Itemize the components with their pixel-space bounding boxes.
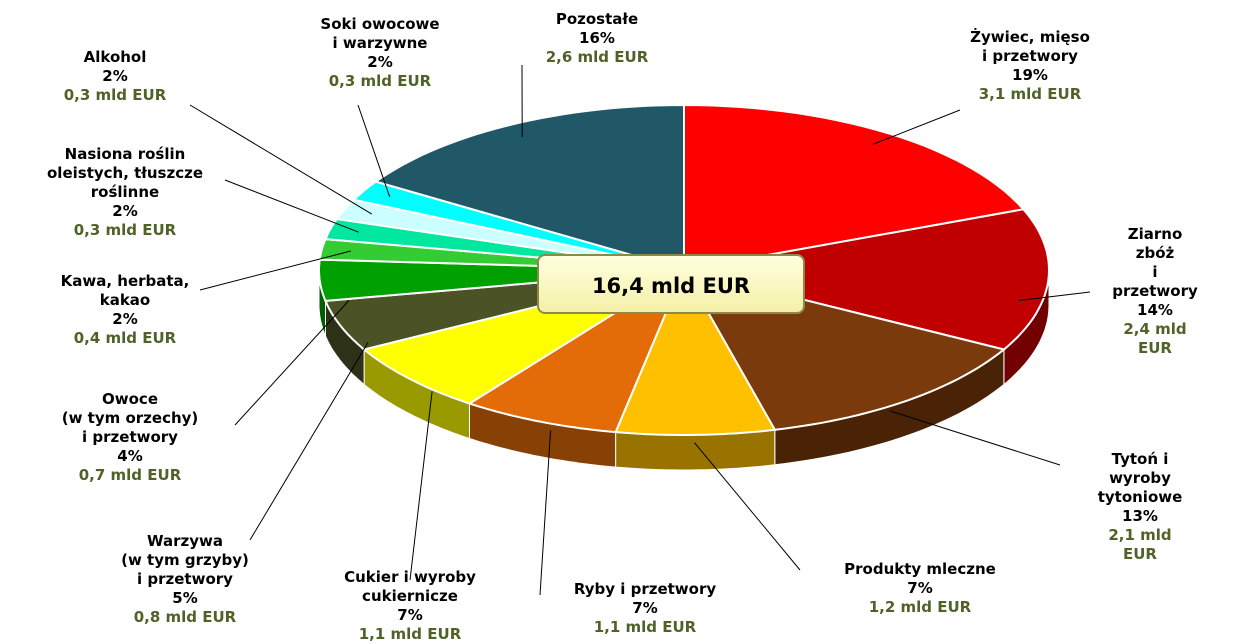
category-label: Żywiec, mięso i przetwory [970,28,1090,65]
amount-label: 0,8 mld EUR [133,608,237,626]
amount-label: 3,1 mld EUR [978,85,1082,103]
percent-label: 14% [1137,301,1173,319]
data-label: Tytoń i wyroby tytoniowe 13% 2,1 mld EUR [1092,450,1189,564]
percent-label: 19% [1012,66,1048,84]
leader-line [234,300,350,426]
data-label: Ziarno zbóż i przetwory 14% 2,4 mld EUR [1112,225,1198,358]
category-label: Ryby i przetwory [573,580,717,598]
category-label: Kawa, herbata, kakao [60,272,190,309]
category-label: Owoce (w tym orzechy) i przetwory [61,390,199,446]
data-label: Alkohol 2% 0,3 mld EUR [64,48,167,105]
percent-label: 2% [102,67,128,85]
leader-line [224,179,359,233]
data-label: Soki owocowe i warzywne 2% 0,3 mld EUR [320,15,439,91]
leader-line [694,442,801,571]
amount-label: 0,4 mld EUR [73,329,177,347]
slice [683,103,1026,272]
amount-label: 1,1 mld EUR [593,618,697,636]
category-label: Warzywa (w tym grzyby) i przetwory [121,532,249,588]
percent-label: 2% [112,202,138,220]
data-label: Żywiec, mięso i przetwory 19% 3,1 mld EUR [970,28,1090,104]
category-label: Soki owocowe i warzywne [320,15,440,52]
category-label: Ziarno zbóż i przetwory [1112,225,1198,300]
leader-line [357,104,391,198]
leader-line [1019,291,1091,301]
slice [683,208,1051,351]
percent-label: 7% [632,599,658,617]
amount-label: 0,3 mld EUR [73,221,177,239]
data-label: Ryby i przetwory 7% 1,1 mld EUR [574,580,716,637]
total-label: 16,4 mld EUR [537,254,805,314]
leader-line [409,391,433,581]
leader-line [872,109,961,145]
data-label: Nasiona roślin oleistych, tłuszcze rośli… [47,145,203,240]
data-label: Cukier i wyroby cukiernicze 7% 1,1 mld EUR [344,568,476,644]
leader-line [539,430,552,596]
category-label: Produkty mleczne [844,560,996,578]
category-label: Tytoń i wyroby tytoniowe [1097,450,1183,506]
data-label: Warzywa (w tym grzyby) i przetwory 5% 0,8 … [121,532,249,627]
data-label: Pozostałe 16% 2,6 mld EUR [546,10,649,67]
percent-label: 5% [172,589,198,607]
amount-label: 1,1 mld EUR [358,625,462,643]
amount-label: 0,3 mld EUR [63,86,167,104]
category-label: Nasiona roślin oleistych, tłuszcze rośli… [47,145,203,201]
percent-label: 7% [907,579,933,597]
percent-label: 16% [579,29,615,47]
data-label: Produkty mleczne 7% 1,2 mld EUR [844,560,996,617]
leader-line [889,410,1061,466]
slice [351,180,685,271]
percent-label: 13% [1122,507,1158,525]
data-label: Owoce (w tym orzechy) i przetwory 4% 0,7 m… [62,390,199,485]
leader-line [249,342,369,541]
amount-label: 2,6 mld EUR [545,48,649,66]
amount-label: 2,4 mld EUR [1123,320,1187,357]
amount-label: 2,1 mld EUR [1108,526,1172,563]
leader-line [189,104,373,215]
leader-line [199,250,351,291]
slice [373,103,685,272]
amount-label: 0,3 mld EUR [328,72,432,90]
percent-label: 7% [397,606,423,624]
amount-label: 0,7 mld EUR [78,466,182,484]
category-label: Pozostałe [555,10,639,28]
category-label: Cukier i wyroby cukiernicze [344,568,476,605]
slice [614,267,777,436]
percent-label: 2% [112,310,138,328]
data-label: Kawa, herbata, kakao 2% 0,4 mld EUR [61,272,190,348]
percent-label: 4% [117,447,143,465]
percent-label: 2% [367,53,393,71]
amount-label: 1,2 mld EUR [868,598,972,616]
category-label: Alkohol [83,48,147,66]
